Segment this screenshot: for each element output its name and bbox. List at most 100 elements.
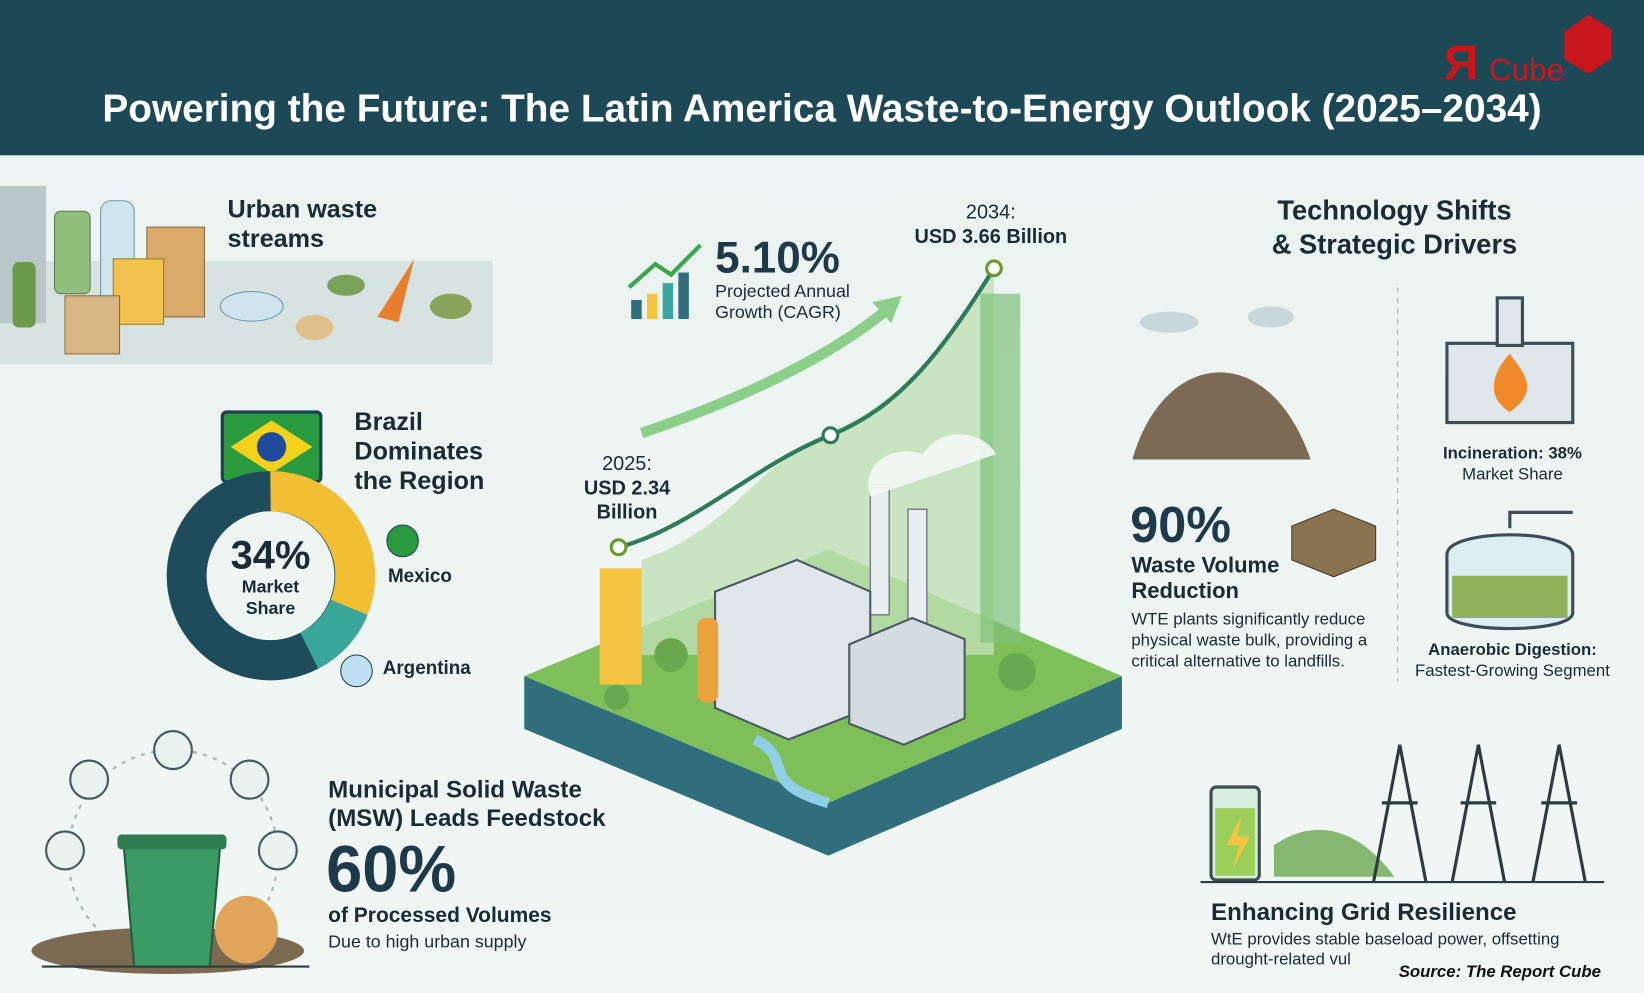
logo-cube bbox=[1564, 14, 1612, 74]
bush bbox=[1273, 829, 1395, 877]
cloud bbox=[1247, 306, 1294, 328]
reduction-title: Waste Volume Reduction bbox=[1131, 554, 1279, 605]
plastic bbox=[219, 291, 284, 322]
bolt bbox=[1226, 815, 1250, 869]
leaf bbox=[327, 274, 365, 296]
donut-segment bbox=[299, 599, 368, 669]
mini-bar bbox=[678, 272, 689, 320]
digestion-title: Anaerobic Digestion: bbox=[1428, 641, 1597, 660]
growth-point bbox=[821, 426, 840, 445]
smoke bbox=[868, 434, 997, 497]
text-line: & Strategic Drivers bbox=[1271, 228, 1518, 260]
end-value: 2034: USD 3.66 Billion bbox=[881, 201, 1101, 250]
title: Powering the Future: The Latin America W… bbox=[102, 86, 1542, 130]
flag-circle bbox=[256, 432, 287, 462]
header-band bbox=[0, 0, 1644, 156]
text-line: 2034: bbox=[965, 201, 1016, 224]
text-line: Municipal Solid Waste bbox=[328, 775, 582, 803]
text-line: Reduction bbox=[1131, 578, 1239, 604]
msw-title: Municipal Solid Waste (MSW) Leads Feedsto… bbox=[328, 775, 605, 832]
bin-lid bbox=[117, 834, 227, 850]
sack bbox=[214, 895, 278, 964]
text-line: Share bbox=[245, 597, 296, 618]
incineration-subtitle: Market Share bbox=[1462, 465, 1563, 484]
donut-segment bbox=[269, 471, 376, 615]
arrow-head bbox=[872, 295, 902, 324]
glass-bottle bbox=[12, 261, 36, 328]
growth-point bbox=[985, 259, 1003, 278]
text-line: Urban waste bbox=[227, 195, 378, 224]
tree bbox=[603, 684, 630, 710]
bin bbox=[122, 844, 222, 968]
logo-mark: Я bbox=[1443, 34, 1479, 90]
growth-arrow bbox=[639, 302, 895, 439]
column bbox=[599, 568, 642, 685]
urban-title: Urban waste streams bbox=[228, 195, 378, 254]
cycle-icon bbox=[69, 759, 110, 800]
landfill bbox=[1132, 372, 1311, 460]
cloud bbox=[1139, 311, 1199, 333]
text-line: Brazil bbox=[354, 407, 423, 437]
text-line: Waste Volume bbox=[1131, 553, 1280, 578]
mini-arrow bbox=[627, 243, 702, 289]
text-line: the Region bbox=[354, 466, 485, 496]
text-line: WTE plants significantly reduce bbox=[1131, 610, 1366, 629]
chimney bbox=[869, 487, 890, 616]
text-line: Market bbox=[241, 576, 300, 597]
argentina-icon bbox=[340, 654, 373, 688]
mexico-icon bbox=[386, 524, 419, 558]
brazil-title: Brazil Dominates the Region bbox=[354, 408, 484, 497]
grid-title: Enhancing Grid Resilience bbox=[1211, 897, 1517, 926]
mini-bar bbox=[646, 293, 658, 320]
text-line: 2025: bbox=[602, 453, 652, 476]
text-line: WtE provides stable baseload power, offs… bbox=[1211, 930, 1560, 949]
text-line: Dominates bbox=[354, 437, 484, 466]
text-line: physical waste bulk, providing a bbox=[1131, 631, 1368, 650]
brazil-share-label: Market Share bbox=[208, 577, 334, 619]
cycle-icon bbox=[153, 729, 193, 771]
growth-area bbox=[641, 268, 994, 655]
text-line: Technology Shifts bbox=[1277, 194, 1512, 227]
msw-share: 60% bbox=[326, 833, 457, 907]
text-line: streams bbox=[227, 225, 325, 254]
box bbox=[112, 258, 165, 325]
reduction-value: 90% bbox=[1130, 497, 1232, 554]
mexico-label: Mexico bbox=[387, 565, 452, 587]
digestion-subtitle: Fastest-Growing Segment bbox=[1415, 662, 1610, 681]
flue bbox=[1495, 296, 1524, 348]
factory-wing bbox=[848, 616, 966, 746]
growth-point bbox=[609, 538, 628, 557]
tank bbox=[697, 617, 719, 703]
pylons bbox=[1371, 744, 1587, 883]
can bbox=[53, 210, 91, 295]
chimney bbox=[907, 508, 928, 637]
factory bbox=[714, 558, 872, 741]
text-line: USD 3.66 Billion bbox=[914, 226, 1068, 249]
drivers-title: Technology Shifts & Strategic Drivers bbox=[1237, 193, 1552, 261]
text-line: Billion bbox=[596, 501, 658, 524]
paper-bag bbox=[64, 295, 121, 355]
source: Source: The Report Cube bbox=[1398, 963, 1601, 982]
cycle-icon bbox=[257, 830, 298, 871]
incineration-title: Incineration: 38% bbox=[1442, 444, 1582, 463]
grid-text: WtE provides stable baseload power, offs… bbox=[1211, 930, 1559, 970]
slurry bbox=[1452, 575, 1568, 618]
argentina-label: Argentina bbox=[382, 657, 471, 679]
cycle-icon bbox=[229, 759, 270, 800]
reduction-text: WTE plants significantly reduce physical … bbox=[1131, 610, 1367, 673]
cycle-icon bbox=[45, 830, 85, 871]
msw-note: Due to high urban supply bbox=[328, 931, 527, 952]
text-line: Projected Annual bbox=[715, 281, 850, 302]
brazil-share: 34% bbox=[230, 533, 311, 578]
text-line: Growth (CAGR) bbox=[715, 302, 841, 323]
text-line: drought-related vul bbox=[1211, 950, 1351, 969]
start-value: 2025: USD 2.34 Billion bbox=[564, 452, 690, 525]
river bbox=[752, 734, 830, 808]
island-side bbox=[524, 676, 1122, 856]
logo-text: Cube bbox=[1488, 52, 1565, 88]
text-line: USD 2.34 bbox=[583, 477, 671, 500]
cube-block bbox=[1291, 508, 1377, 578]
cagr-label: Projected Annual Growth (CAGR) bbox=[715, 281, 850, 323]
